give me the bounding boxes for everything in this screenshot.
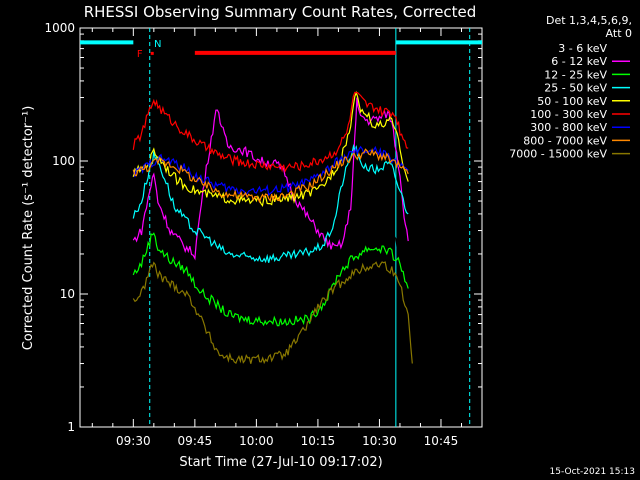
series-line-7000-15000-kev (132, 261, 413, 365)
flag-f-marker (150, 51, 154, 55)
x-tick-label: 10:45 (424, 434, 459, 448)
y-axis-label: Corrected Count Rate (s⁻¹ detector⁻¹) (21, 106, 36, 351)
legend-label: 50 - 100 keV (537, 95, 607, 108)
y-tick-label: 10 (60, 287, 75, 301)
x-tick-label: 09:30 (116, 434, 151, 448)
x-tick-label: 10:30 (362, 434, 397, 448)
series-line-50-100-kev (132, 90, 409, 208)
series-line-3-6-kev (132, 115, 413, 375)
x-tick-label: 10:00 (239, 434, 274, 448)
x-tick-label: 09:45 (178, 434, 213, 448)
series-line-100-300-kev (132, 91, 409, 173)
legend-label: 6 - 12 keV (551, 55, 607, 68)
legend-header-line-1: Det 1,3,4,5,6,9, (546, 14, 632, 27)
legend-label: 12 - 25 keV (544, 68, 607, 81)
legend-label: 3 - 6 keV (558, 42, 607, 55)
footer-timestamp: 15-Oct-2021 15:13 (550, 467, 635, 477)
legend-label: 300 - 800 keV (530, 121, 607, 134)
flag-f: F (137, 49, 143, 60)
y-tick-label: 1000 (44, 21, 75, 35)
y-tick-label: 1 (67, 420, 75, 434)
series-line-300-800-kev (132, 145, 409, 197)
x-axis-label: Start Time (27-Jul-10 09:17:02) (179, 455, 382, 470)
legend-header-line-2: Att 0 (606, 27, 632, 40)
x-axis-tick-labels: 09:30 09:45 10:00 10:15 10:30 10:45 (116, 434, 458, 448)
legend-label: 800 - 7000 keV (523, 134, 607, 147)
series-line-6-12-kev (132, 97, 409, 261)
series-line-800-7000-kev (132, 148, 409, 204)
legend-label: 100 - 300 keV (530, 108, 607, 121)
chart-title: RHESSI Observing Summary Count Rates, Co… (84, 3, 477, 21)
x-tick-label: 10:15 (301, 434, 336, 448)
legend-label: 7000 - 15000 keV (509, 148, 607, 161)
plot-frame (79, 27, 483, 428)
flag-n: N (154, 39, 161, 50)
series-line-12-25-kev (132, 232, 409, 327)
series-line-25-50-kev (132, 144, 409, 264)
legend-label: 25 - 50 keV (544, 82, 607, 95)
y-axis-tick-labels: 1 10 100 1000 (44, 21, 75, 434)
y-tick-label: 100 (52, 154, 75, 168)
plot-area: FN (79, 27, 483, 428)
